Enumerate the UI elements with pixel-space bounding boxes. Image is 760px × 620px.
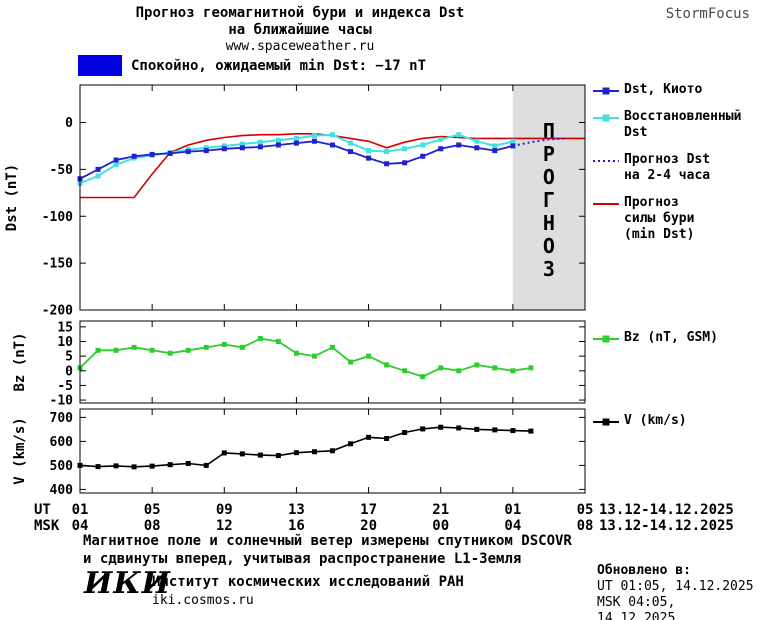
y-axis-title: Dst (nT) <box>4 164 20 231</box>
y-axis-title: Bz (nT) <box>12 332 28 391</box>
legend-v-entry-label: V (km/s) <box>624 413 687 428</box>
plot-frame <box>79 320 586 404</box>
iki-logo: ИКИ <box>84 566 171 601</box>
legend-main-entry-label: Восстановленный Dst <box>624 109 742 140</box>
square-line-marker-icon <box>593 418 619 426</box>
legend-main-entry-label: Dst, Киото <box>624 82 703 97</box>
msk-tick-label: 04 <box>72 518 89 534</box>
msk-tick-label: 20 <box>360 518 377 534</box>
forecast-band-letter: П <box>543 119 555 143</box>
page-subtitle: на ближайшие часы <box>228 22 372 38</box>
forecast-band-letter: З <box>543 257 555 281</box>
forecast-band-letter: Г <box>543 188 555 212</box>
status-text: Спокойно, ожидаемый min Dst: −17 nT <box>131 57 427 74</box>
msk-tick-label: 08 <box>577 518 594 534</box>
line-marker-icon <box>593 203 619 205</box>
msk-tick-label: 04 <box>504 518 521 534</box>
series-v <box>79 426 531 468</box>
org-site: iki.cosmos.ru <box>152 593 254 608</box>
y-tick-label: 10 <box>57 335 73 350</box>
msk-tick-label: 08 <box>144 518 161 534</box>
ut-row-label: UT <box>34 502 51 518</box>
ut-tick-label: 01 <box>504 502 521 518</box>
forecast-band-letter: О <box>543 234 555 258</box>
y-axis-title: V (km/s) <box>12 417 28 484</box>
square-line-marker-icon <box>593 114 619 122</box>
time-axis-labels: UTMSK0104050809121316172021000104050813.… <box>34 502 734 534</box>
y-tick-label: -200 <box>42 304 73 319</box>
footnote-line2: и сдвинуты вперед, учитывая распростране… <box>83 551 522 567</box>
legend-main-entry-2: Прогноз Dst на 2-4 часа <box>593 152 758 184</box>
legend-v-entry-0: V (km/s) <box>593 413 758 429</box>
ut-tick-label: 01 <box>72 502 89 518</box>
ut-tick-label: 21 <box>432 502 449 518</box>
y-tick-label: -150 <box>42 257 73 272</box>
y-tick-label: 0 <box>65 116 73 131</box>
updated-label: Обновлено в: <box>597 563 691 578</box>
series-kyoto <box>79 140 514 180</box>
updated-block: Обновлено в: UT 01:05, 14.12.2025 MSK 04… <box>597 563 760 620</box>
legend-main-entry-0: Dst, Киото <box>593 82 758 98</box>
msk-date-label: 13.12-14.12.2025 <box>599 518 734 534</box>
updated-msk: MSK 04:05, 14.12.2025 <box>597 595 676 620</box>
y-tick-label: 15 <box>57 320 73 335</box>
legend-main-entry-3: Прогноз силы бури (min Dst) <box>593 195 758 243</box>
y-tick-label: 700 <box>50 411 74 426</box>
ut-date-label: 13.12-14.12.2025 <box>599 502 734 518</box>
dotted-marker-icon <box>593 160 619 162</box>
series-forecast_dst <box>512 137 568 147</box>
org-name: Институт космических исследований РАН <box>152 574 464 590</box>
ut-tick-label: 17 <box>360 502 377 518</box>
forecast-band-letter: Н <box>543 211 555 235</box>
y-tick-label: -10 <box>50 394 74 409</box>
legend-bz-entry-label: Bz (nT, GSM) <box>624 330 718 345</box>
legend-bz: Bz (nT, GSM) <box>593 330 758 357</box>
msk-tick-label: 16 <box>288 518 305 534</box>
plot-frame <box>79 84 586 311</box>
square-line-marker-icon <box>593 87 619 95</box>
y-tick-label: 400 <box>50 483 74 498</box>
header: Прогноз геомагнитной бури и индекса Dst … <box>0 5 600 55</box>
ut-tick-label: 09 <box>216 502 233 518</box>
site-url: www.spaceweather.ru <box>225 39 375 54</box>
forecast-band <box>512 85 585 310</box>
msk-row-label: MSK <box>34 518 60 534</box>
legend-main-entry-label: Прогноз силы бури (min Dst) <box>624 195 695 242</box>
y-tick-label: -100 <box>42 210 73 225</box>
legend-bz-entry-0: Bz (nT, GSM) <box>593 330 758 346</box>
v-panel: 400 500 600 700 V (km/s) <box>12 408 586 498</box>
page-title: Прогноз геомагнитной бури и индекса Dst <box>135 5 465 21</box>
status-row: Спокойно, ожидаемый min Dst: −17 nT <box>78 55 426 76</box>
legend-main: Dst, Киото Восстановленный Dst Прогноз Dst н… <box>593 82 758 254</box>
brand-label: StormFocus <box>665 6 750 22</box>
status-swatch <box>78 55 122 76</box>
ut-tick-label: 05 <box>577 502 594 518</box>
msk-tick-label: 12 <box>216 518 233 534</box>
footnote-line1: Магнитное поле и солнечный ветер измерен… <box>83 533 572 549</box>
y-tick-label: 600 <box>50 435 74 450</box>
legend-main-entry-label: Прогноз Dst на 2-4 часа <box>624 152 711 183</box>
square-line-marker-icon <box>593 335 619 343</box>
series-bz <box>79 337 532 378</box>
y-tick-label: 500 <box>50 459 74 474</box>
y-tick-label: -50 <box>50 163 74 178</box>
legend-v: V (km/s) <box>593 413 758 440</box>
y-tick-label: -5 <box>57 379 73 394</box>
y-tick-label: 0 <box>65 364 73 379</box>
ut-tick-label: 13 <box>288 502 305 518</box>
msk-tick-label: 00 <box>432 518 449 534</box>
y-tick-label: 5 <box>65 350 73 365</box>
updated-ut: UT 01:05, 14.12.2025 <box>597 579 754 594</box>
legend-main-entry-1: Восстановленный Dst <box>593 109 758 141</box>
ut-tick-label: 05 <box>144 502 161 518</box>
plot-frame <box>79 408 586 494</box>
forecast-band-letter: Р <box>543 142 555 166</box>
forecast-band-letter: О <box>543 165 555 189</box>
